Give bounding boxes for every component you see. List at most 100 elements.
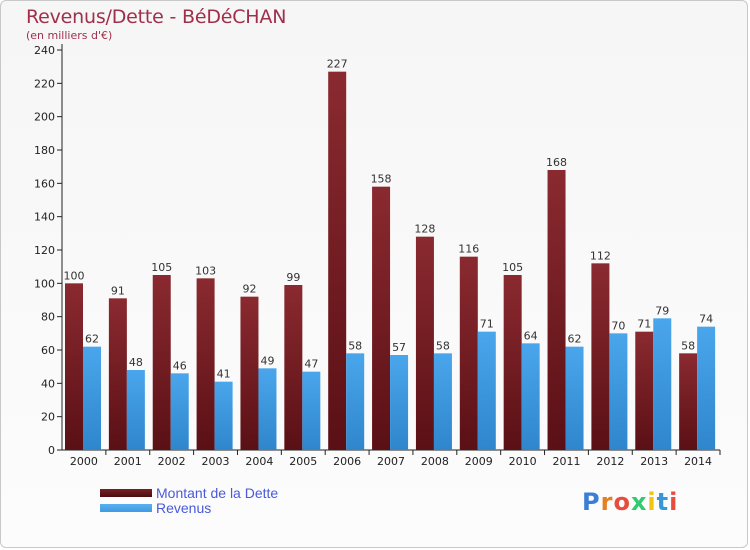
logo-letter: P [582,488,601,516]
bars: 100 62 91 48 105 46 103 41 92 49 99 47 227 58 158 57 128… [64,58,716,451]
bar-revenue-2006 [346,353,365,450]
logo-letter: t [656,488,670,516]
bar-debt-2002 [152,275,171,450]
x-tick-label: 2012 [596,455,624,468]
y-tick-label: 140 [34,211,55,224]
x-tick-label: 2011 [552,455,580,468]
bar-label-debt-2004: 92 [242,283,256,296]
bar-revenue-2007 [390,355,409,450]
y-tick-label: 100 [34,277,55,290]
y-tick-label: 80 [41,311,55,324]
bar-label-debt-2005: 99 [286,271,300,284]
bar-debt-2013 [635,331,654,450]
bar-revenue-2003 [214,381,233,450]
legend-label-revenue: Revenus [156,500,212,516]
chart-subtitle: (en milliers d'€) [26,29,113,42]
bar-label-revenue-2014: 74 [699,313,713,326]
bar-revenue-2001 [126,370,145,450]
x-tick-label: 2002 [158,455,186,468]
chart-title: Revenus/Dette - BéDéCHAN [26,6,287,28]
bar-debt-2005 [284,285,303,450]
logo-letter: r [600,488,614,516]
bar-debt-2008 [415,236,434,450]
x-tick-label: 2006 [333,455,361,468]
bar-label-revenue-2002: 46 [173,359,187,372]
logo-letter: i [669,488,679,516]
x-tick-label: 2005 [289,455,317,468]
bar-label-revenue-2012: 70 [611,319,625,332]
bar-label-revenue-2006: 58 [348,339,362,352]
bar-label-debt-2010: 105 [502,261,523,274]
bar-revenue-2004 [258,368,277,450]
y-tick-label: 60 [41,344,55,357]
x-tick-label: 2009 [465,455,493,468]
bar-label-revenue-2003: 41 [217,368,231,381]
logo-letter: x [630,488,648,516]
bar-revenue-2000 [83,346,101,450]
y-tick-label: 200 [34,111,55,124]
x-tick-label: 2010 [509,455,537,468]
bar-debt-2003 [196,278,215,450]
legend-label-debt: Montant de la Dette [156,485,279,501]
bar-label-revenue-2009: 71 [480,318,494,331]
y-tick-label: 40 [41,377,55,390]
bar-revenue-2014 [697,326,716,450]
logo-letter: i [647,488,657,516]
bar-label-revenue-2008: 58 [436,339,450,352]
bar-debt-2010 [503,275,522,450]
bar-debt-2009 [459,256,478,450]
bar-label-debt-2003: 103 [195,264,216,277]
bar-revenue-2011 [565,346,584,450]
bar-revenue-2013 [653,318,672,450]
bar-revenue-2008 [433,353,452,450]
bar-label-revenue-2000: 62 [85,333,99,346]
x-tick-label: 2004 [245,455,273,468]
bar-revenue-2005 [302,371,321,450]
y-axis: 0 20 40 60 80 100 120 140 160 180 200 220 240 [34,44,63,457]
bar-label-revenue-2004: 49 [260,354,274,367]
bar-debt-2000 [65,283,83,450]
y-tick-label: 160 [34,177,55,190]
x-tick-label: 2003 [202,455,230,468]
bar-label-revenue-2005: 47 [304,358,318,371]
y-tick-label: 0 [48,444,55,457]
bar-label-debt-2013: 71 [637,318,651,331]
bar-label-debt-2014: 58 [681,339,695,352]
bar-label-debt-2006: 227 [327,58,348,71]
bar-revenue-2010 [521,343,540,450]
bar-label-revenue-2001: 48 [129,356,143,369]
x-tick-label: 2001 [114,455,142,468]
bar-debt-2012 [591,263,610,450]
x-tick-label: 2013 [640,455,668,468]
bar-debt-2006 [328,71,347,451]
x-tick-label: 2008 [421,455,449,468]
bar-debt-2007 [372,186,391,450]
y-tick-label: 220 [34,77,55,90]
bar-debt-2011 [547,170,566,450]
bar-label-debt-2008: 128 [414,223,435,236]
x-tick-label: 2000 [70,455,98,468]
bar-debt-2004 [240,296,259,450]
bar-revenue-2012 [609,333,628,450]
logo-letter: o [613,488,631,516]
bar-label-debt-2001: 91 [111,284,125,297]
bar-label-debt-2007: 158 [371,173,392,186]
bar-debt-2014 [679,353,698,450]
bar-label-debt-2009: 116 [458,243,479,256]
bar-label-revenue-2013: 79 [655,304,669,317]
y-tick-label: 120 [34,244,55,257]
y-tick-label: 180 [34,144,55,157]
bar-label-revenue-2010: 64 [524,329,538,342]
bar-label-debt-2011: 168 [546,156,567,169]
proxiti-logo: Proxiti [582,488,678,516]
legend-swatch-revenue [100,504,152,512]
bar-revenue-2009 [477,331,496,450]
x-tick-label: 2014 [684,455,712,468]
bar-label-debt-2002: 105 [151,261,172,274]
x-tick-label: 2007 [377,455,405,468]
y-tick-label: 240 [34,44,55,57]
bar-debt-2001 [108,298,127,450]
bar-label-debt-2000: 100 [64,269,85,282]
bar-revenue-2002 [170,373,189,450]
